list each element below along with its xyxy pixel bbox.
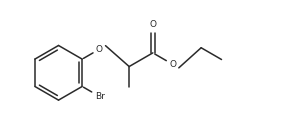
Text: Br: Br [95,92,105,101]
Text: O: O [96,45,103,54]
Text: O: O [169,60,176,69]
Text: O: O [149,20,156,29]
